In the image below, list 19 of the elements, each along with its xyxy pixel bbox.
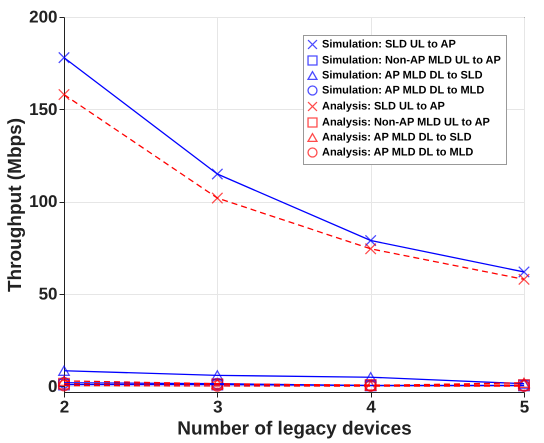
legend-label: Simulation: SLD UL to AP <box>322 38 456 50</box>
y-tick-label: 0 <box>48 376 58 396</box>
x-tick-label: 5 <box>520 398 530 416</box>
y-tick-label: 150 <box>29 100 58 119</box>
x-tick-label: 2 <box>60 398 70 416</box>
legend-label: Analysis: AP MLD DL to SLD <box>322 132 472 144</box>
legend-label: Analysis: SLD UL to AP <box>322 100 445 112</box>
y-axis-title: Throughput (Mbps) <box>5 118 26 292</box>
x-tick-label: 3 <box>213 398 223 416</box>
legend-label: Analysis: AP MLD DL to MLD <box>322 146 474 158</box>
x-tick-label: 4 <box>366 398 376 416</box>
legend-label: Analysis: Non-AP MLD UL to AP <box>322 116 490 128</box>
legend-label: Simulation: Non-AP MLD UL to AP <box>322 54 501 66</box>
legend-label: Simulation: AP MLD DL to MLD <box>322 84 484 96</box>
x-axis-title: Number of legacy devices <box>177 418 412 440</box>
legend-label: Simulation: AP MLD DL to SLD <box>322 70 483 82</box>
y-tick-label: 100 <box>29 192 58 212</box>
y-tick-label: 200 <box>29 8 58 26</box>
y-tick-label: 50 <box>38 284 58 304</box>
